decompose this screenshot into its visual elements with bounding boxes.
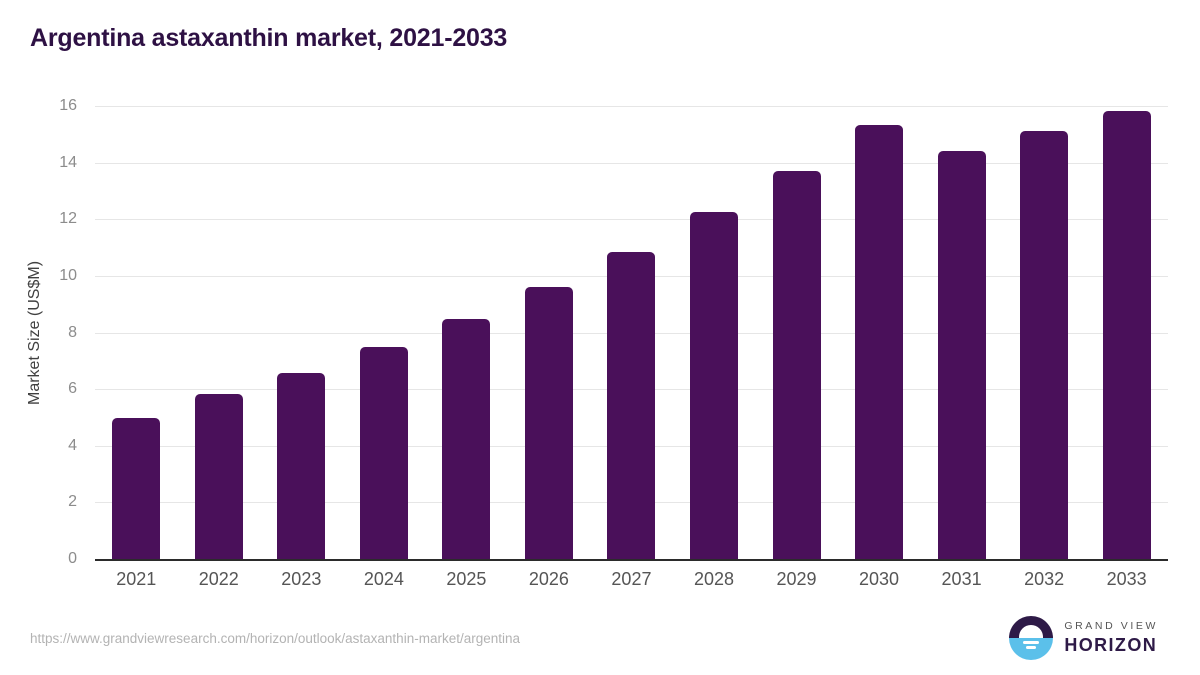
y-tick-label: 16 — [59, 97, 77, 114]
gridline — [95, 106, 1168, 107]
y-tick-label: 10 — [59, 266, 77, 284]
y-tick-label: 8 — [68, 323, 77, 341]
bar-2022 — [194, 393, 243, 559]
x-tick-label: 2032 — [1024, 569, 1065, 589]
horizon-sun-icon — [1009, 616, 1054, 660]
y-axis-ticks: 0 2 4 6 8 10 12 14 16 — [0, 98, 87, 567]
gridline — [95, 162, 1168, 164]
x-axis-labels: 2021 2022 2023 2024 2025 2026 2027 2028 2029 2030… — [95, 569, 1168, 590]
x-tick-label: 2030 — [859, 569, 900, 589]
source-url: https://www.grandviewresearch.com/horizo… — [30, 631, 520, 646]
chart-title: Argentina astaxanthin market, 2021-2033 — [30, 24, 508, 52]
bar-2025 — [442, 318, 491, 559]
bar-2032 — [1020, 130, 1069, 559]
logo-text: GRAND VIEW HORIZON — [1064, 620, 1158, 656]
bar-2027 — [607, 252, 656, 559]
logo-reflection-line — [1023, 641, 1040, 644]
bar-2026 — [524, 286, 573, 559]
x-tick-label: 2033 — [1106, 569, 1147, 589]
y-tick-label: 6 — [68, 380, 77, 398]
y-tick-label: 14 — [59, 153, 77, 171]
bar-2021 — [112, 418, 161, 559]
logo-horizon-label: HORIZON — [1064, 635, 1158, 655]
x-tick-label: 2027 — [611, 569, 652, 589]
x-tick-label: 2021 — [116, 569, 157, 589]
grand-view-horizon-logo: GRAND VIEW HORIZON — [1009, 616, 1158, 660]
x-tick-label: 2023 — [281, 569, 322, 589]
bar-2029 — [772, 170, 821, 559]
x-tick-label: 2024 — [363, 569, 404, 589]
y-tick-label: 12 — [59, 210, 77, 228]
logo-reflection-line — [1026, 646, 1037, 649]
logo-grand-view-label: GRAND VIEW — [1064, 620, 1158, 632]
gridline — [95, 219, 1168, 221]
x-tick-label: 2029 — [776, 569, 817, 589]
y-tick-label: 0 — [68, 550, 77, 567]
x-tick-label: 2026 — [528, 569, 569, 589]
x-tick-label: 2025 — [446, 569, 487, 589]
bar-2024 — [359, 347, 408, 559]
x-tick-label: 2028 — [693, 569, 734, 589]
y-tick-label: 2 — [68, 493, 77, 511]
x-tick-label: 2031 — [941, 569, 982, 589]
x-tick-label: 2022 — [198, 569, 239, 589]
logo-sun-shape — [1019, 625, 1044, 638]
y-tick-label: 4 — [68, 436, 77, 454]
bar-2031 — [937, 150, 986, 559]
plot-area — [95, 106, 1168, 561]
bar-2030 — [855, 124, 904, 559]
bar-2028 — [689, 212, 738, 559]
bar-2023 — [277, 373, 326, 559]
bar-2033 — [1102, 110, 1151, 559]
